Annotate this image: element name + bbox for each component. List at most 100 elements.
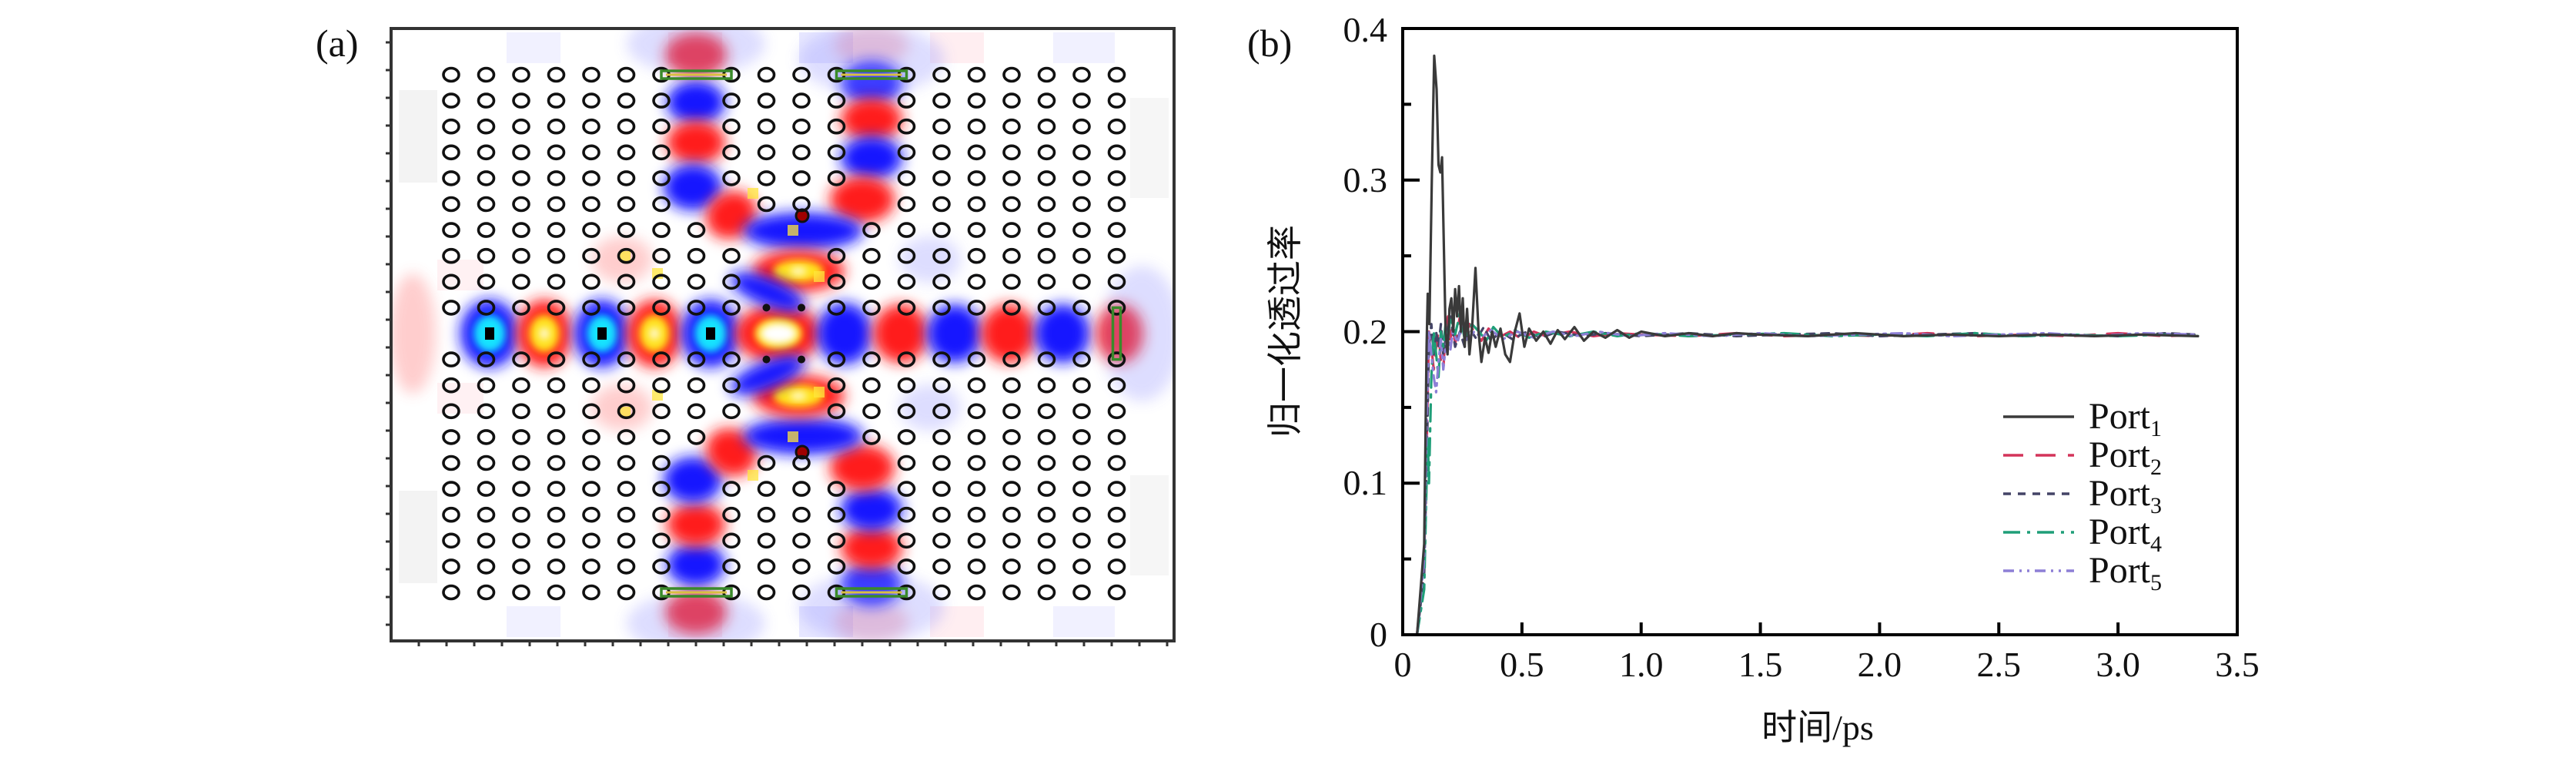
- field-lobe-positive: [705, 190, 758, 240]
- legend-label-name: Port: [2089, 550, 2151, 591]
- x-tick-label: 2.0: [1857, 645, 1902, 684]
- dielectric-rod: [442, 196, 460, 213]
- dielectric-rod: [512, 118, 530, 135]
- dielectric-rod: [617, 170, 636, 186]
- dielectric-rod: [1107, 144, 1126, 161]
- legend: Port1 Port2 Port3 Port4 Port5: [2002, 397, 2233, 595]
- legend-item: Port5: [2002, 550, 2233, 595]
- dielectric-rod: [617, 403, 636, 420]
- dielectric-rod: [1002, 118, 1021, 135]
- dielectric-rod: [1037, 506, 1056, 523]
- dielectric-rod: [547, 377, 566, 394]
- dielectric-rod: [1072, 66, 1091, 83]
- dielectric-rod: [442, 454, 460, 471]
- dielectric-rod: [1002, 273, 1021, 290]
- dielectric-rod: [582, 429, 601, 445]
- dielectric-rod: [932, 558, 951, 575]
- dielectric-rod: [1107, 92, 1126, 109]
- dielectric-rod: [442, 377, 460, 394]
- dielectric-rod: [932, 351, 951, 367]
- dielectric-rod: [477, 481, 496, 497]
- field-lobe-negative: [841, 136, 902, 179]
- dielectric-rod: [1002, 506, 1021, 523]
- defect-rod: [795, 444, 810, 460]
- legend-label-subscript: 2: [2150, 454, 2163, 480]
- dielectric-rod: [897, 196, 916, 213]
- dielectric-rod: [582, 118, 601, 135]
- scatterer-marker: [748, 470, 758, 481]
- field-lobe-negative: [664, 164, 722, 210]
- dielectric-rod: [1037, 118, 1056, 135]
- dielectric-rod: [932, 273, 951, 290]
- dielectric-rod: [442, 66, 460, 83]
- dielectric-rod: [757, 532, 776, 549]
- dielectric-rod: [1072, 481, 1091, 497]
- dielectric-rod: [897, 300, 916, 316]
- dielectric-rod: [1037, 454, 1056, 471]
- dielectric-rod: [897, 429, 916, 445]
- dielectric-rod: [477, 454, 496, 471]
- dielectric-rod: [1002, 247, 1021, 264]
- dielectric-rod: [512, 403, 530, 420]
- dielectric-rod: [582, 66, 601, 83]
- legend-item: Port2: [2002, 436, 2233, 479]
- legend-label-name: Port: [2089, 511, 2151, 552]
- dielectric-rod: [442, 144, 460, 161]
- dielectric-rod: [547, 118, 566, 135]
- field-lobe-positive: [981, 304, 1036, 363]
- dielectric-rod: [617, 584, 636, 601]
- dielectric-rod: [722, 403, 741, 420]
- dielectric-rod: [442, 506, 460, 523]
- dielectric-rod: [1037, 584, 1056, 601]
- dielectric-rod: [792, 532, 811, 549]
- dielectric-rod: [1107, 454, 1126, 471]
- dielectric-rod: [652, 506, 671, 523]
- dielectric-rod: [477, 351, 496, 367]
- dielectric-rod: [1107, 429, 1126, 445]
- dielectric-rod: [687, 273, 706, 290]
- dielectric-rod: [582, 454, 601, 471]
- dielectric-rod: [477, 429, 496, 445]
- dielectric-rod: [477, 144, 496, 161]
- dielectric-rod: [1037, 429, 1056, 445]
- dielectric-rod: [617, 300, 636, 316]
- dielectric-rod: [652, 247, 671, 264]
- dielectric-rod: [512, 196, 530, 213]
- dielectric-rod: [547, 429, 566, 445]
- series-line-port5: [1416, 323, 2200, 636]
- dielectric-rod: [932, 196, 951, 213]
- dielectric-rod: [442, 222, 460, 238]
- dielectric-rod: [827, 506, 846, 523]
- dielectric-rod: [617, 454, 636, 471]
- dielectric-rod: [827, 273, 846, 290]
- dielectric-rod: [967, 351, 986, 367]
- dielectric-rod: [582, 481, 601, 497]
- dielectric-rod: [932, 584, 951, 601]
- dielectric-rod: [757, 454, 776, 471]
- dielectric-rod: [967, 247, 986, 264]
- field-lobe-negative: [730, 355, 805, 395]
- dielectric-rod: [477, 170, 496, 186]
- dielectric-rod: [792, 454, 811, 471]
- field-background-patch: [399, 491, 437, 583]
- dielectric-rod: [477, 506, 496, 523]
- port-detector: [835, 587, 908, 598]
- dielectric-rod: [687, 429, 706, 445]
- dielectric-rod: [932, 92, 951, 109]
- dielectric-rod: [932, 66, 951, 83]
- dielectric-rod: [1037, 273, 1056, 290]
- scatterer-marker: [788, 225, 798, 236]
- dielectric-rod: [547, 454, 566, 471]
- dielectric-rod: [967, 532, 986, 549]
- dielectric-rod: [477, 532, 496, 549]
- dielectric-rod: [1107, 118, 1126, 135]
- dielectric-rod: [792, 144, 811, 161]
- dielectric-rod: [897, 532, 916, 549]
- dielectric-rod: [897, 481, 916, 497]
- legend-label: Port3: [2089, 475, 2162, 518]
- dielectric-rod: [547, 300, 566, 316]
- field-lobe-negative: [667, 81, 725, 124]
- dielectric-rod: [932, 403, 951, 420]
- dielectric-rod: [967, 144, 986, 161]
- field-lobe-positive: [841, 526, 902, 569]
